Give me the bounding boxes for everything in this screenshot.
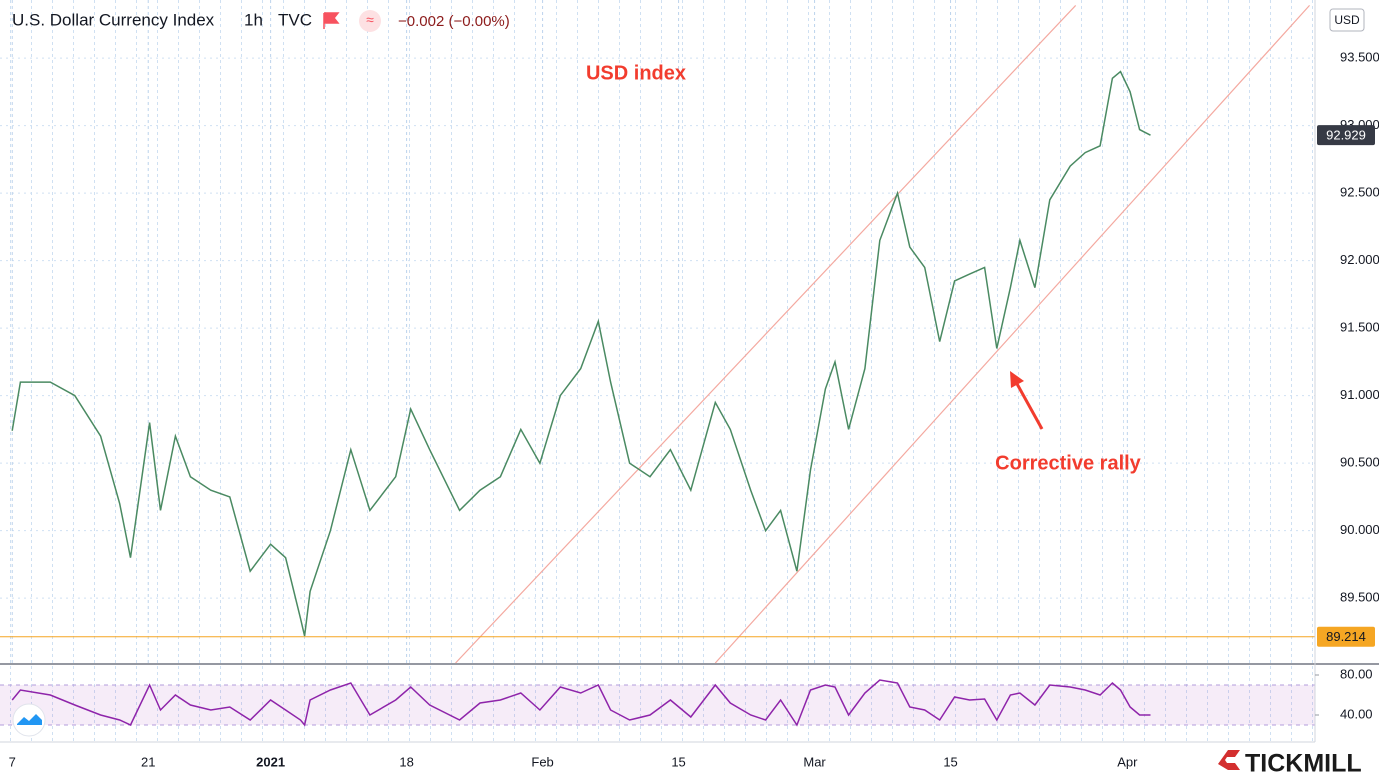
x-tick-label: 21 — [141, 754, 155, 769]
y-tick-label: 92.000 — [1340, 252, 1379, 267]
brand-logo — [1218, 750, 1240, 770]
x-tick-label: 15 — [671, 754, 685, 769]
channel-line — [714, 4, 1311, 663]
rsi-band — [0, 685, 1315, 725]
y-tick-label: 92.500 — [1340, 185, 1379, 200]
x-tick-label: Mar — [803, 754, 826, 769]
x-tick-label: 7 — [9, 754, 16, 769]
rsi-pane — [0, 679, 1315, 727]
x-tick-label: Feb — [531, 754, 553, 769]
last-price-label: 92.929 — [1326, 128, 1366, 143]
y-tick-label: 91.500 — [1340, 320, 1379, 335]
x-tick-label: Apr — [1117, 754, 1138, 769]
y-tick-label: 90.500 — [1340, 455, 1379, 470]
x-tick-label: 15 — [943, 754, 957, 769]
currency: USD — [1334, 13, 1360, 27]
annotation: USD index — [586, 62, 686, 84]
background-grid — [0, 0, 1315, 742]
y-tick-label: 90.000 — [1340, 522, 1379, 537]
brand: TICKMILL — [1245, 750, 1362, 778]
title: U.S. Dollar Currency Index — [12, 10, 215, 29]
y-tick-label: 40.00 — [1340, 706, 1373, 721]
interval: 1h — [244, 10, 263, 29]
annotation-arrow — [1014, 381, 1044, 430]
hline-label-box — [1317, 626, 1375, 647]
y-tick-label: 89.500 — [1340, 590, 1379, 605]
indicator-icon-glyph: ≈ — [366, 12, 374, 28]
series-line — [11, 70, 1151, 637]
currency-box — [1329, 8, 1365, 32]
last-price-box — [1317, 125, 1375, 146]
series-line — [11, 679, 1151, 727]
source: TVC — [278, 10, 312, 29]
change: −0.002 (−0.00%) — [398, 13, 510, 30]
y-tick-label: 91.000 — [1340, 387, 1379, 402]
annotation: Corrective rally — [995, 452, 1142, 474]
tradingview-logo-mark — [17, 714, 42, 725]
x-tick-label: 18 — [399, 754, 413, 769]
flag-icon — [323, 12, 340, 29]
tradingview-logo — [12, 703, 46, 737]
indicator-icon — [359, 10, 381, 32]
x-tick-label: 2021 — [256, 754, 285, 769]
y-tick-label: 80.00 — [1340, 666, 1373, 681]
price-pane — [0, 0, 1315, 663]
hline-label: 89.214 — [1326, 629, 1366, 644]
y-tick-label: 93.500 — [1340, 50, 1379, 65]
channel-line — [455, 4, 1077, 663]
annotation-arrowhead — [1010, 371, 1024, 388]
